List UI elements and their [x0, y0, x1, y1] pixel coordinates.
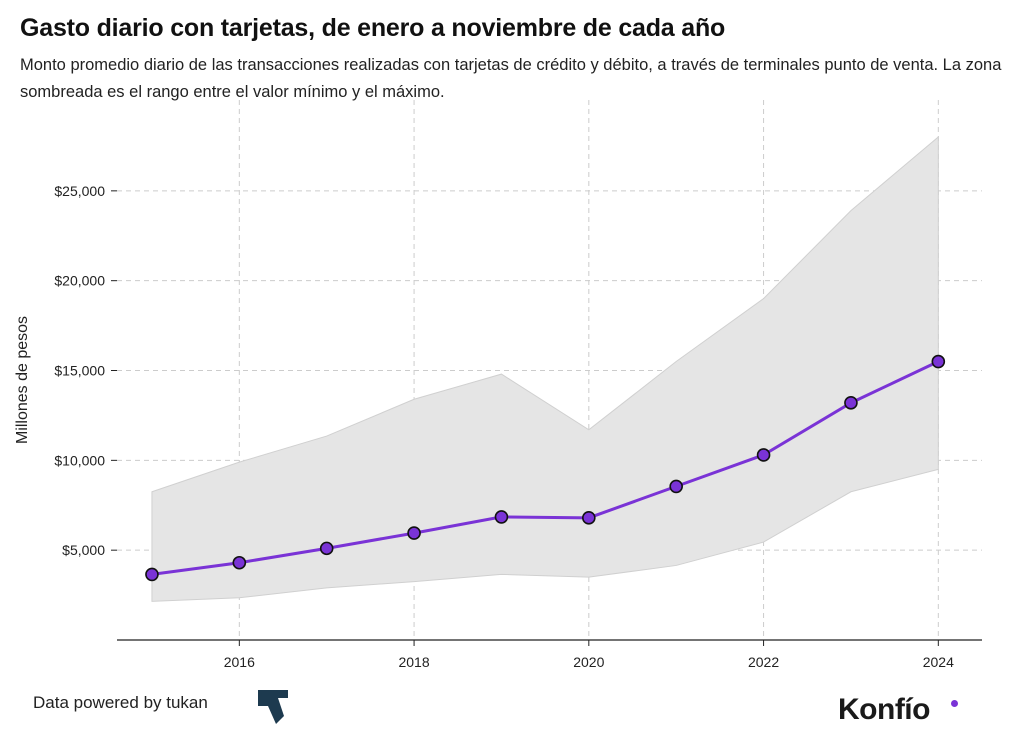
- data-point: [319, 541, 334, 556]
- data-point: [756, 448, 771, 462]
- data-point: [931, 354, 946, 369]
- y-tick-label: $5,000: [62, 542, 105, 558]
- tukan-logo-icon: [258, 690, 288, 724]
- y-tick-label: $10,000: [54, 452, 105, 468]
- y-tick-label: $15,000: [54, 363, 105, 379]
- series-line: [151, 360, 939, 576]
- x-tick-label: 2020: [573, 654, 604, 670]
- x-tick-label: 2022: [748, 654, 779, 670]
- x-tick-labels: 2016 2018 2020 2022 2024: [224, 640, 954, 670]
- x-tick-label: 2024: [923, 654, 954, 670]
- x-tick-label: 2016: [224, 654, 255, 670]
- data-point: [407, 526, 421, 540]
- data-point: [145, 567, 159, 582]
- data-points: [145, 354, 946, 582]
- data-point: [582, 511, 596, 525]
- konfio-logo-dot: [951, 700, 958, 707]
- y-tick-label: $25,000: [54, 183, 105, 199]
- y-tick-label: $20,000: [54, 273, 105, 289]
- range-band: [151, 135, 939, 602]
- y-axis-label: Millones de pesos: [14, 316, 31, 444]
- data-point: [669, 479, 683, 494]
- y-tick-labels: $5,000 $10,000 $15,000 $20,000 $25,000: [54, 183, 117, 558]
- data-point: [494, 510, 509, 524]
- data-point: [232, 555, 247, 570]
- chart-title: Gasto diario con tarjetas, de enero a no…: [20, 14, 726, 42]
- chart-subtitle: Monto promedio diario de las transaccion…: [20, 56, 1002, 101]
- data-source-text: Data powered by tukan: [33, 693, 208, 712]
- data-point: [844, 396, 858, 410]
- x-tick-label: 2018: [398, 654, 429, 670]
- konfio-logo: Konfío: [838, 693, 930, 726]
